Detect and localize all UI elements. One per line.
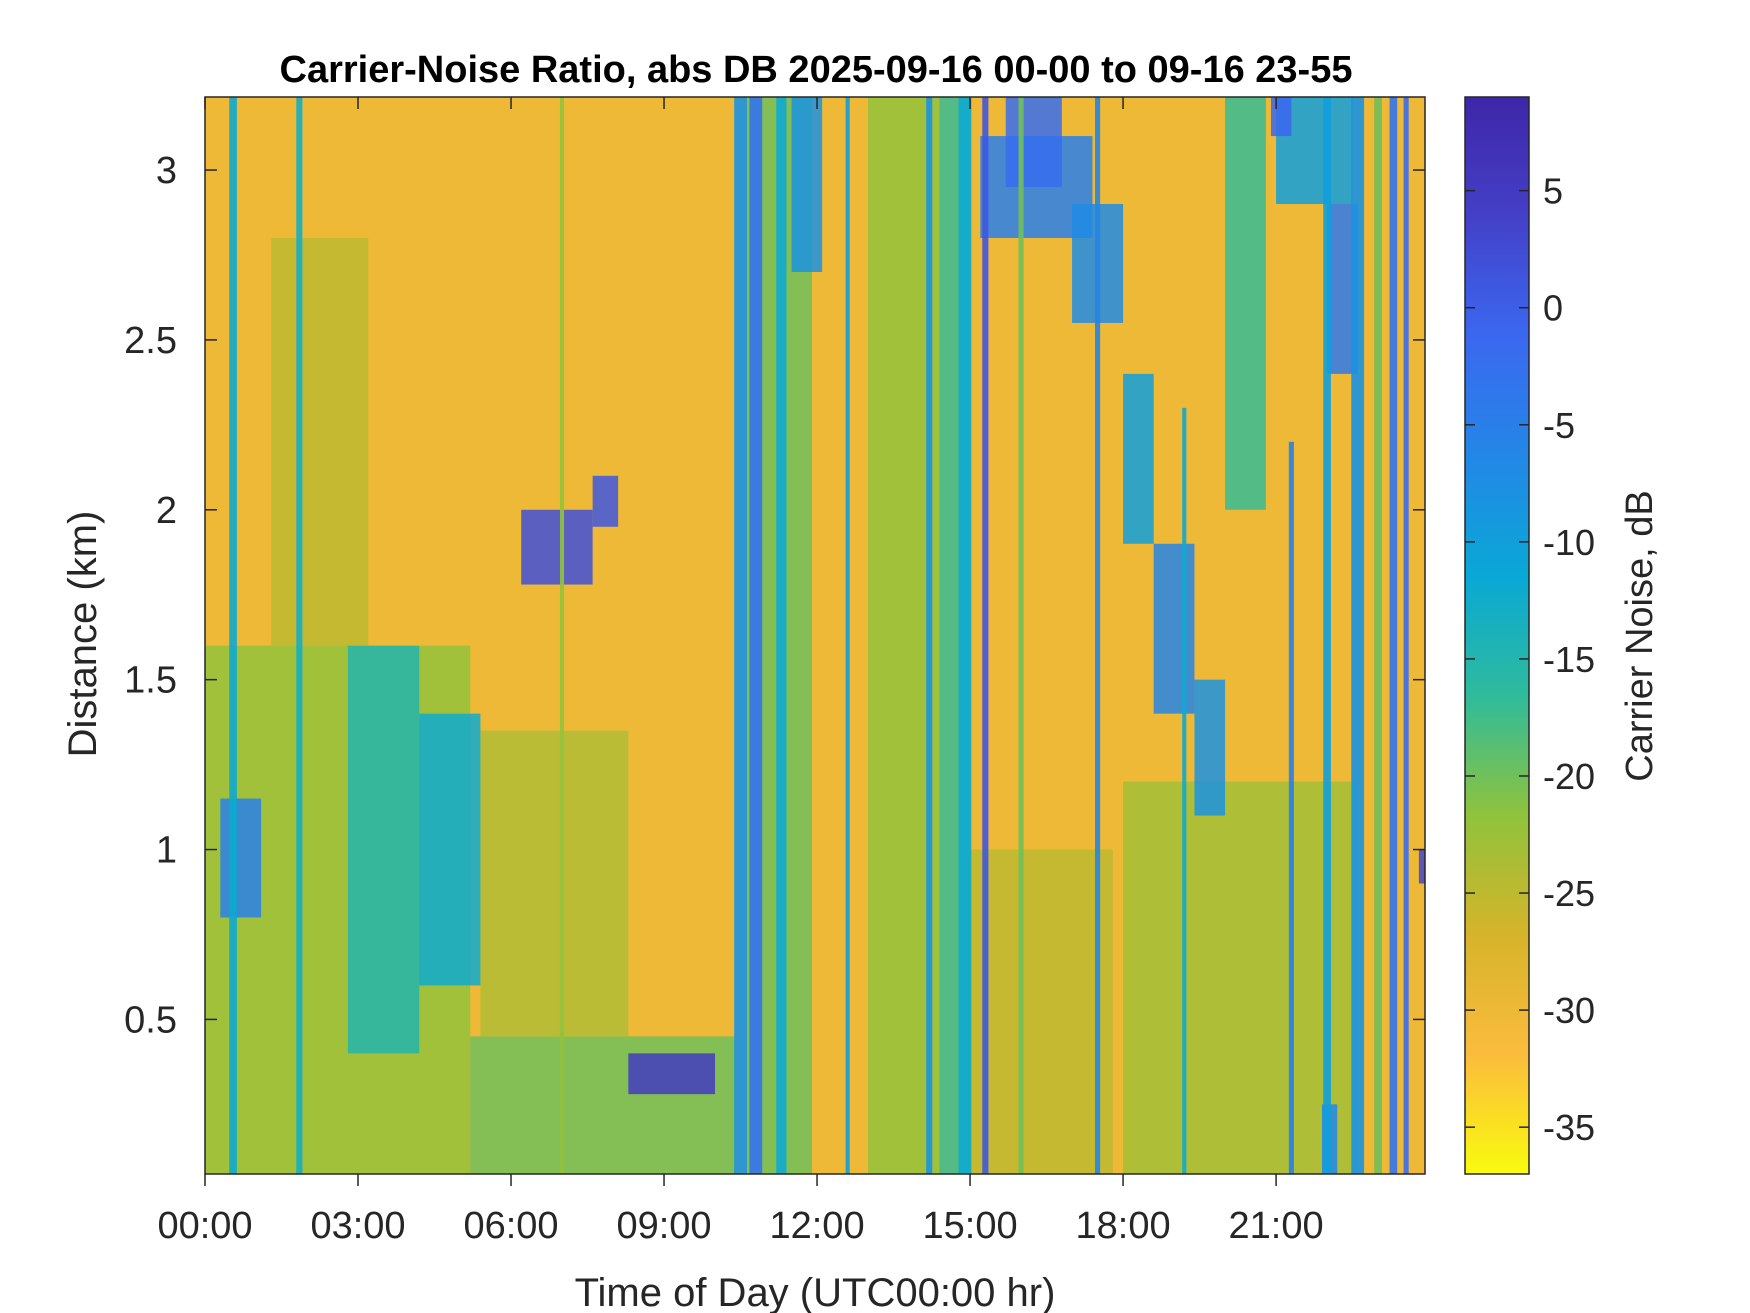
heatmap-region [347,645,420,1054]
heatmap-region [1225,97,1266,510]
y-axis: 0.5 1 1.5 2 2.5 3 [124,150,1425,1041]
heatmap-streak [734,97,747,1174]
y-tick-label: 2.5 [124,320,177,362]
y-tick-label: 1 [156,830,177,872]
colorbar-tick-label: 5 [1543,171,1563,212]
heatmap-region [1123,781,1358,1174]
colorbar-tick-label: -35 [1543,1107,1595,1148]
heatmap-streak [559,97,565,1174]
heatmap-streak [1018,97,1024,1174]
heatmap-region [1153,543,1195,714]
heatmap-region [271,237,369,646]
heatmap-region [592,475,619,527]
heatmap-streak [1389,97,1398,1174]
heatmap-streak [1095,97,1101,1174]
heatmap-region [220,798,262,918]
x-tick-label: 12:00 [769,1205,864,1247]
x-tick-label: 09:00 [616,1205,711,1247]
heatmap-streak [1374,97,1382,1174]
heatmap-plot-area [204,96,1426,1175]
x-axis: 00:00 03:00 06:00 09:00 12:00 15:00 18:00 21:00 [157,97,1324,1247]
colorbar-tick-label: -25 [1543,873,1595,914]
heatmap-region [628,1053,716,1095]
heatmap-region [1418,849,1425,884]
heatmap-streak [1351,97,1365,1174]
x-tick-label: 21:00 [1229,1205,1324,1247]
heatmap-region [791,97,823,272]
colorbar-tick-label: -5 [1543,405,1575,446]
heatmap-streak [749,97,763,1174]
heatmap-streak [229,97,237,1174]
x-axis-label: Time of Day (UTC00:00 hr) [575,1271,1056,1313]
heatmap-region [521,509,593,585]
heatmap-streak [845,97,850,1174]
heatmap-streak [1323,97,1331,1174]
heatmap-region [1123,373,1154,544]
heatmap-streak [1288,441,1294,1174]
colorbar-tick-label: -30 [1543,990,1595,1031]
colorbar-ticks: 5 0 -5 -10 -15 -20 -25 -30 -35 [1465,171,1595,1148]
colorbar-gradient [1464,96,1530,1175]
y-tick-label: 1.5 [124,660,177,702]
colorbar: 5 0 -5 -10 -15 -20 -25 -30 -35 Carrier Noise, dB [1464,96,1661,1175]
x-tick-label: 03:00 [310,1205,405,1247]
heatmap-region [419,713,481,986]
colorbar-tick-label: -10 [1543,522,1595,563]
colorbar-tick-label: 0 [1543,288,1563,329]
chart-title: Carrier-Noise Ratio, abs DB 2025-09-16 0… [280,49,1353,91]
heatmap-cells [205,97,1425,1174]
colorbar-tick-label: -20 [1543,756,1595,797]
heatmap-streak [1403,97,1409,1174]
heatmap-region [1194,679,1226,816]
heatmap-region [1005,97,1062,188]
y-tick-label: 0.5 [124,999,177,1041]
heatmap-streak [958,97,972,1174]
x-tick-label: 18:00 [1076,1205,1171,1247]
plot-frame [204,96,1426,1175]
heatmap-region [480,730,629,1037]
heatmap-streak [1182,407,1187,1174]
heatmap-streak [296,97,303,1174]
heatmap-streak [982,97,989,1174]
y-tick-label: 3 [156,150,177,192]
y-axis-label: Distance (km) [61,511,105,758]
x-tick-label: 00:00 [157,1205,252,1247]
heatmap-streak [926,97,933,1174]
colorbar-label: Carrier Noise, dB [1619,490,1661,781]
y-tick-label: 2 [156,490,177,532]
x-tick-label: 06:00 [463,1205,558,1247]
heatmap-region [970,849,1113,1174]
colorbar-tick-label: -15 [1543,639,1595,680]
heatmap-region [1270,97,1292,137]
x-tick-label: 15:00 [923,1205,1018,1247]
heatmap-streak [776,97,787,1174]
